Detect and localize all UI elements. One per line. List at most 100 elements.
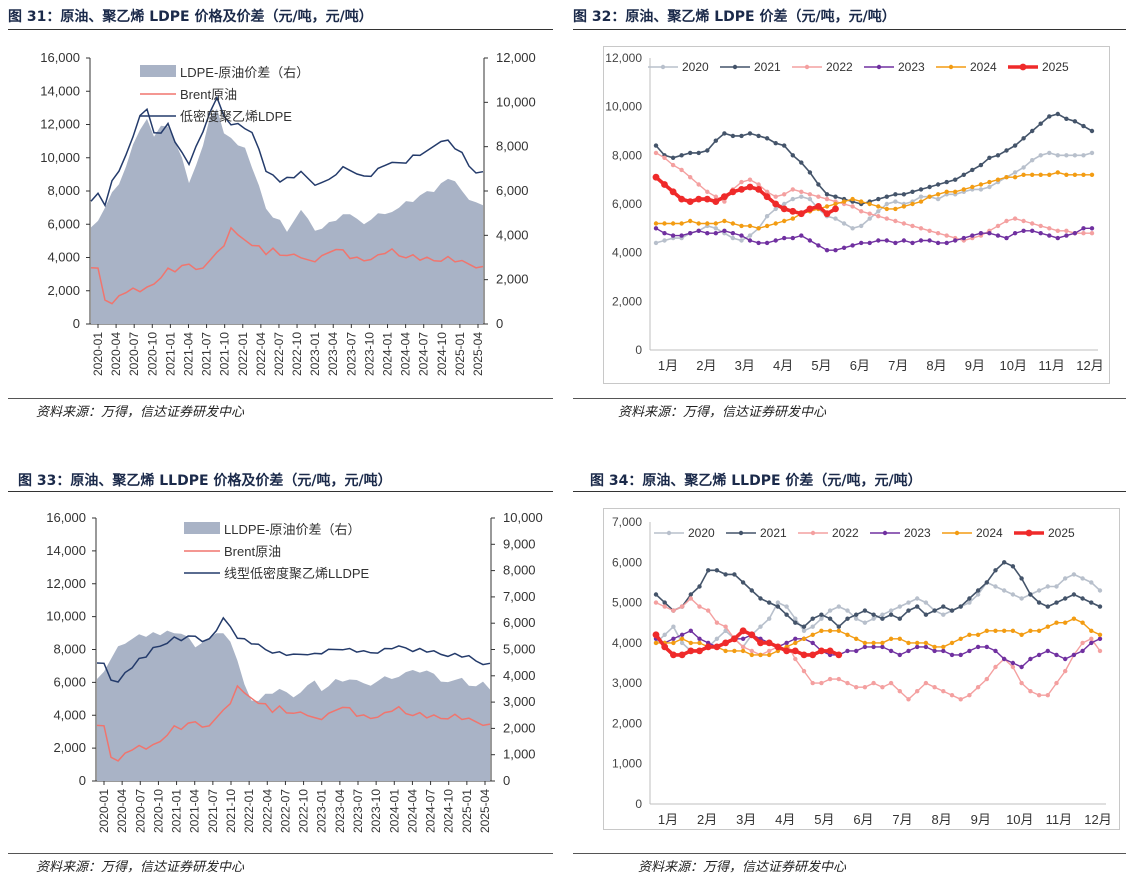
series-2020-point [884,201,889,207]
series-2020-point [1081,153,1086,158]
x-tick-label: 2021-01 [163,332,177,376]
series-2021-point [747,131,753,136]
right-tick-label: 6,000 [503,615,536,630]
series-2022-point [705,189,710,194]
series-2024-point [740,648,746,654]
series-2021-point [819,612,824,617]
series-2022-point [747,177,753,182]
series-2024-point [888,636,894,641]
series-2022-point [1080,640,1085,646]
series-2025-point [721,193,728,201]
series-2024-point [906,640,911,646]
series-2021-point [1054,600,1059,605]
series-2020-point [841,221,847,226]
series-2024-point [1064,172,1069,177]
series-2022-point [653,600,659,605]
series-2021-point [927,184,932,190]
x-tick-label: 2021-10 [218,332,232,376]
series-2020-point [739,238,744,243]
left-tick-label: 6,000 [47,216,80,231]
series-2022-point [888,680,894,686]
series-2025-point [729,188,737,196]
series-2023-point [1054,652,1059,658]
series-2023-point [1002,656,1007,662]
x-tick-label: 2021-01 [170,789,184,833]
series-2024-point [932,644,937,650]
series-2023-point [662,231,667,236]
series-2021-point [884,194,889,199]
series-2020-point [876,209,881,214]
series-2024-point [722,218,727,224]
y-tick-label: 3,000 [612,676,642,690]
fig32-source-rule [573,398,1126,399]
x-tick-label: 6月 [850,358,870,373]
series-2021-point [714,568,720,573]
series-2021-point [782,143,787,148]
series-2024-point [910,201,915,207]
series-2024-point [758,652,763,658]
series-2024-point [833,201,838,207]
series-2024-point [790,216,795,221]
series-2024-point [862,640,868,646]
series-2024-point [653,221,659,226]
right-tick-label: 12,000 [496,50,536,65]
series-2025-point [800,651,808,659]
series-2021-point [732,572,737,577]
series-2024-point [767,652,772,658]
series-2020-point [782,201,787,207]
x-tick-label: 2020-04 [109,332,123,376]
series-2021-point [918,187,924,192]
right-tick-label: 3,000 [503,694,536,709]
series-2022-point [819,680,824,686]
series-2021-point [688,592,693,597]
x-tick-label: 2025-04 [478,789,492,833]
series-2022-point [901,221,907,226]
right-tick-label: 6,000 [496,183,529,198]
series-2020-point [915,596,920,601]
series-2025-point [731,635,738,643]
x-tick-label: 12月 [1076,358,1103,373]
series-2023-point [653,226,659,231]
series-2022-point [1038,223,1043,229]
series-2022-point [756,182,761,187]
legend-label: Brent原油 [180,87,237,102]
brent-line-series [90,226,484,305]
series-2023-point [1089,640,1094,646]
left-tick-label: 4,000 [47,250,80,265]
y-tick-label: 6,000 [612,197,642,211]
series-2023-point [1072,231,1078,236]
series-2022-point [713,194,718,199]
series-2025-point [791,647,799,655]
x-tick-label: 2023-07 [351,789,365,833]
series-2023-point [1012,231,1018,236]
series-2025-point [755,186,762,193]
series-2023-point [697,636,702,641]
series-2021-point [958,604,963,609]
series-2022-point [984,676,989,682]
series-2021-point [749,588,754,593]
y-tick-label: 4,000 [612,636,642,650]
series-2022-line [655,597,1101,701]
series-2022-point [679,604,685,609]
series-2025-point [738,186,745,193]
series-2023-point [793,636,798,641]
series-2021-point [944,179,949,185]
series-2022-point [740,644,746,650]
series-2021-point [799,160,804,165]
series-2022-point [927,228,932,233]
series-2025-point [826,647,834,655]
series-2022-point [1054,680,1059,686]
series-2023-point [824,248,830,253]
legend-marker-2023 [876,64,882,70]
legend-swatch-area [184,522,220,534]
series-2022-point [1021,218,1026,224]
legend-label-2021: 2021 [760,526,787,540]
x-tick-label: 6月 [853,812,873,827]
series-2023-point [958,652,963,658]
series-2021-point [893,192,898,197]
series-2023-point [1010,660,1016,666]
series-2021-point [935,182,941,187]
series-2020-point [764,214,770,219]
x-tick-label: 8月 [926,358,946,373]
series-2023-point [987,231,992,236]
